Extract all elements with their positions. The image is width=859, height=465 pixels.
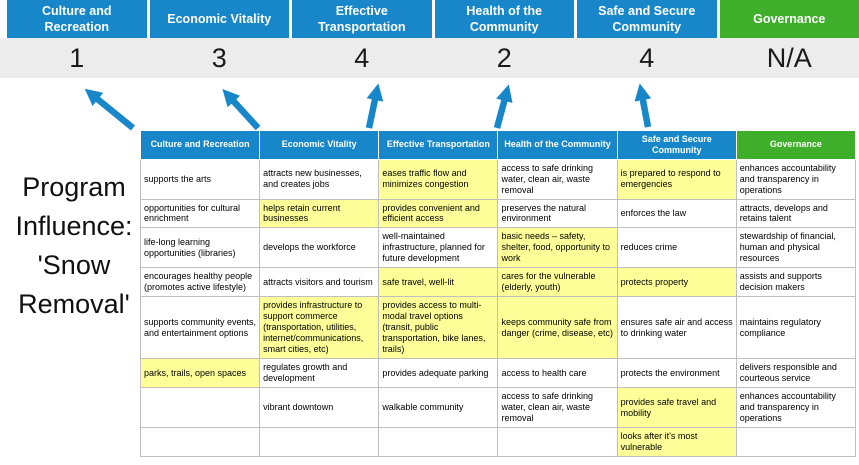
matrix-cell: protects the environment: [616, 358, 737, 389]
matrix-cell: supports the arts: [139, 158, 261, 200]
matrix-cell: access to safe drinking water, clean air…: [497, 158, 618, 200]
matrix-cell: stewardship of financial, human and phys…: [735, 227, 857, 269]
score-arrow: [634, 83, 652, 128]
pillar-header-effective-transportation: Effective Transportation: [292, 0, 432, 38]
matrix-cell: reduces crime: [616, 227, 737, 269]
matrix-cell: regulates growth and development: [259, 358, 380, 389]
matrix-cell-highlighted: helps retain current businesses: [259, 198, 380, 229]
matrix-cell: provides adequate parking: [378, 358, 499, 389]
matrix-cell: access to health care: [497, 358, 618, 389]
matrix-cell: ensures safe air and access to drinking …: [616, 296, 737, 360]
table-row: life-long learning opportunities (librar…: [139, 227, 857, 269]
matrix-cell: [497, 426, 618, 457]
matrix-cell: delivers responsible and courteous servi…: [735, 358, 857, 389]
matrix-cell: opportunities for cultural enrichment: [139, 198, 261, 229]
pillar-header-culture-and-recreation: Culture and Recreation: [7, 0, 147, 38]
matrix-cell: attracts new businesses, and creates job…: [259, 158, 380, 200]
matrix-cell: attracts visitors and tourism: [259, 267, 380, 298]
pillar-score-effective-transportation: 4: [354, 42, 370, 73]
matrix-header-effective-transportation: Effective Transportation: [378, 130, 499, 160]
matrix-cell: enhances accountability and transparency…: [735, 158, 857, 200]
matrix-cell-highlighted: basic needs – safety, shelter, food, opp…: [497, 227, 618, 269]
pillar-score-economic-vitality: 3: [211, 42, 227, 73]
matrix-cell-highlighted: is prepared to respond to emergencies: [616, 158, 737, 200]
table-row: parks, trails, open spaces regulates grow…: [139, 358, 857, 389]
matrix-cell: [259, 426, 380, 457]
matrix-cell-highlighted: provides safe travel and mobility: [616, 387, 737, 428]
matrix-cell-highlighted: provides access to multi-modal travel op…: [378, 296, 499, 360]
matrix-header-economic-vitality: Economic Vitality: [259, 130, 380, 160]
table-row: supports the arts attracts new businesses…: [139, 158, 857, 200]
pillar-score-health-of-the-community: 2: [496, 42, 512, 73]
score-arrow: [493, 84, 513, 129]
matrix-cell: attracts, develops and retains talent: [735, 198, 857, 229]
pillar-header-health-of-the-community: Health of the Community: [434, 0, 574, 38]
table-row: looks after it's most vulnerable: [139, 426, 857, 457]
pillar-header-economic-vitality: Economic Vitality: [149, 0, 289, 38]
matrix-cell: life-long learning opportunities (librar…: [139, 227, 261, 269]
matrix-cell-highlighted: provides infrastructure to support comme…: [259, 296, 380, 360]
matrix-cell-highlighted: keeps community safe from danger (crime,…: [497, 296, 618, 360]
matrix-cell: well-maintained infrastructure, planned …: [378, 227, 499, 269]
benefit-matrix-table: Culture and Recreation Economic Vitality E…: [139, 130, 857, 457]
table-row: vibrant downtown walkable community access…: [139, 387, 857, 428]
pillar-score-governance: N/A: [766, 42, 812, 73]
matrix-cell: preserves the natural environment: [497, 198, 618, 229]
pillar-header-row: Culture and Recreation Economic Vitality E…: [7, 0, 859, 38]
matrix-cell: [139, 387, 261, 428]
pillar-score-culture-and-recreation: 1: [69, 42, 85, 73]
matrix-cell: encourages healthy people (promotes acti…: [139, 267, 261, 298]
matrix-cell-highlighted: eases traffic flow and minimizes congest…: [378, 158, 499, 200]
score-arrow: [365, 83, 384, 129]
matrix-cell: assists and supports decision makers: [735, 267, 857, 298]
pillar-score-safe-and-secure-community: 4: [639, 42, 655, 73]
table-row: encourages healthy people (promotes acti…: [139, 267, 857, 298]
score-arrow: [84, 88, 136, 131]
table-row: supports community events, and entertain…: [139, 296, 857, 360]
table-row: opportunities for cultural enrichment hel…: [139, 198, 857, 229]
matrix-cell: vibrant downtown: [259, 387, 380, 428]
pillar-header-governance: Governance: [719, 0, 859, 38]
matrix-cell: maintains regulatory compliance: [735, 296, 857, 360]
program-influence-title: Program Influence: 'Snow Removal': [15, 172, 133, 320]
matrix-cell-highlighted: safe travel, well-lit: [378, 267, 499, 298]
matrix-cell: enhances accountability and transparency…: [735, 387, 857, 428]
matrix-cell: [735, 426, 857, 457]
matrix-header-safe-and-secure-community: Safe and Secure Community: [616, 130, 737, 160]
matrix-cell-highlighted: protects property: [616, 267, 737, 298]
score-row: 1 3 4 2 4 N/A: [7, 38, 859, 78]
pillar-header-safe-and-secure-community: Safe and Secure Community: [577, 0, 717, 38]
matrix-cell-highlighted: provides convenient and efficient access: [378, 198, 499, 229]
matrix-cell: [139, 426, 261, 457]
matrix-header-health-of-the-community: Health of the Community: [497, 130, 618, 160]
matrix-header-culture-and-recreation: Culture and Recreation: [139, 130, 261, 160]
matrix-cell: access to safe drinking water, clean air…: [497, 387, 618, 428]
matrix-cell-highlighted: looks after it's most vulnerable: [616, 426, 737, 457]
matrix-cell: develops the workforce: [259, 227, 380, 269]
matrix-cell: walkable community: [378, 387, 499, 428]
matrix-cell-highlighted: cares for the vulnerable (elderly, youth…: [497, 267, 618, 298]
matrix-cell: supports community events, and entertain…: [139, 296, 261, 360]
score-band: 1 3 4 2 4 N/A: [0, 38, 859, 78]
matrix-cell: [378, 426, 499, 457]
matrix-cell-highlighted: parks, trails, open spaces: [139, 358, 261, 389]
matrix-header-governance: Governance: [735, 130, 857, 160]
score-arrow: [222, 88, 261, 131]
matrix-cell: enforces the law: [616, 198, 737, 229]
